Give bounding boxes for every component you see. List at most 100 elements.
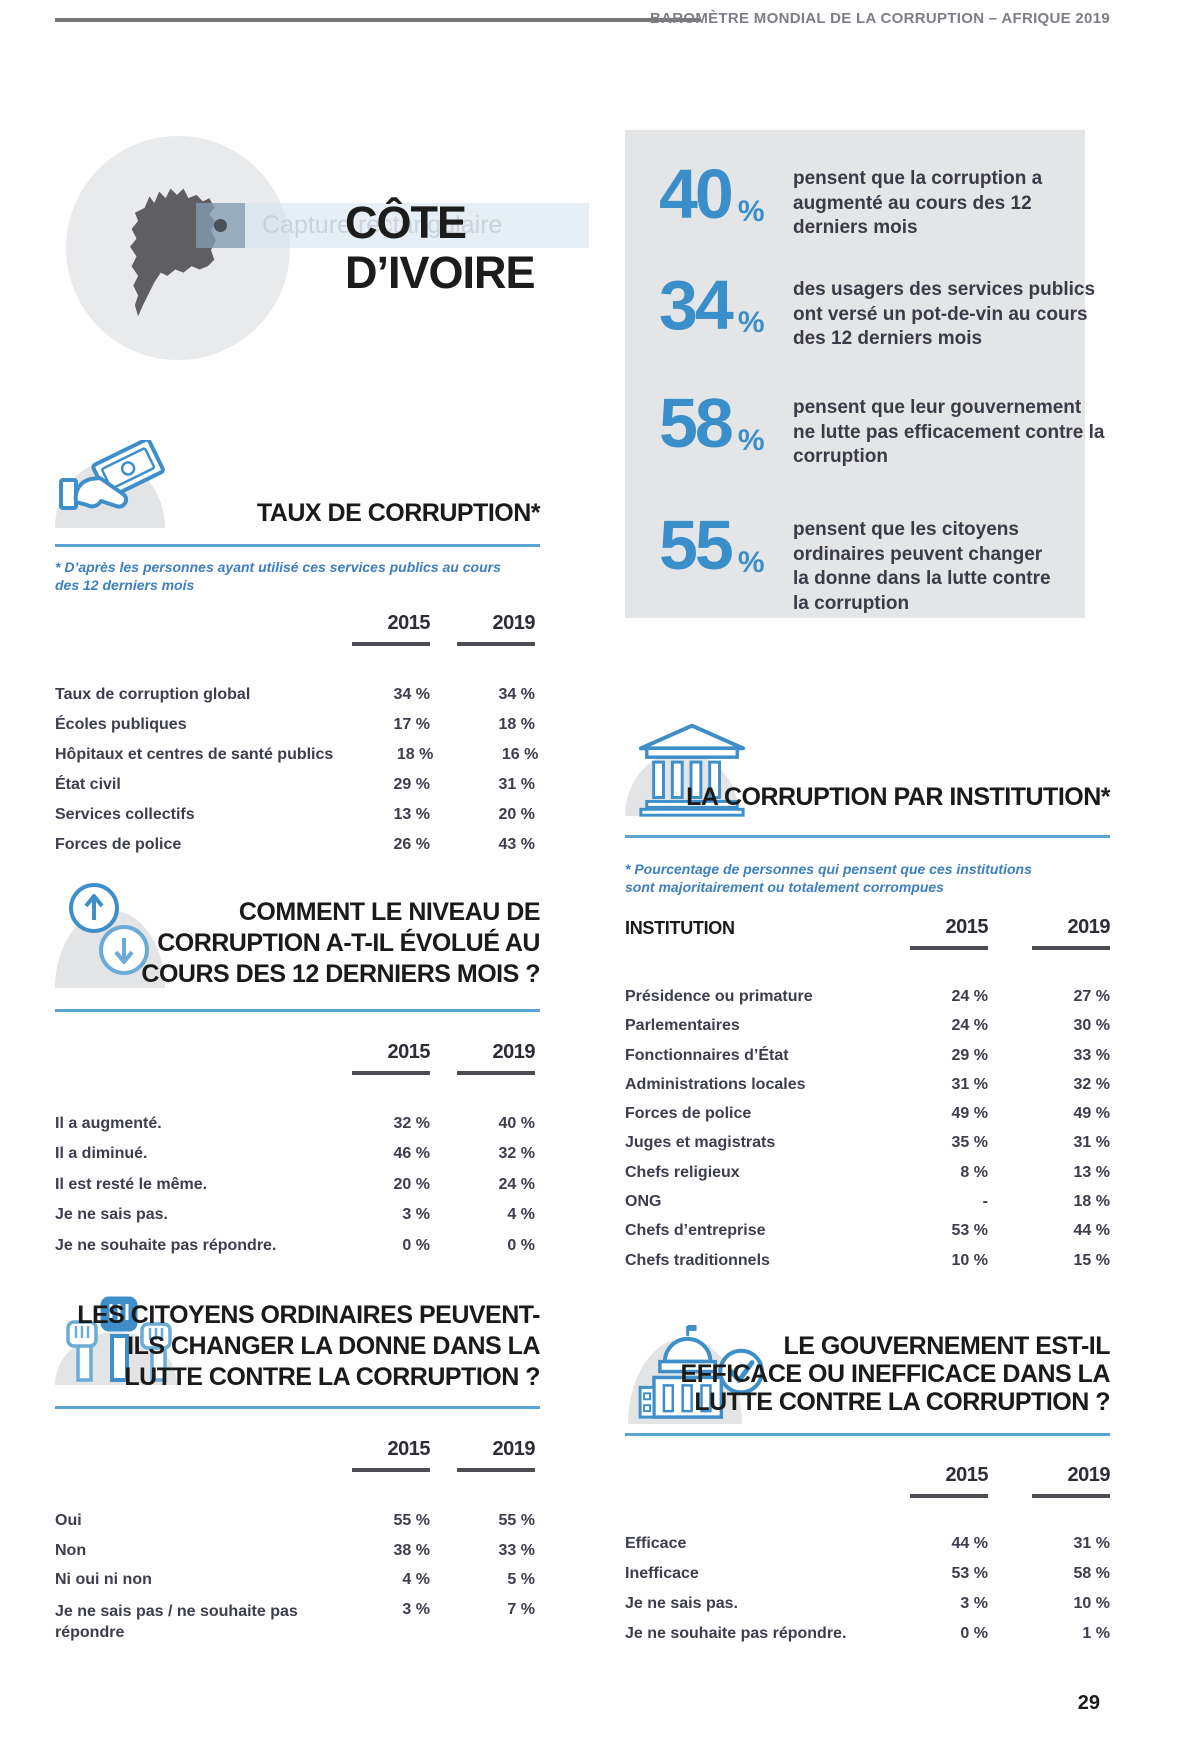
row-label: Forces de police <box>625 1105 752 1123</box>
value-2015: 38 % <box>393 1541 430 1559</box>
title-line: LE GOUVERNEMENT EST-IL <box>783 1332 1110 1360</box>
section-rule <box>55 544 540 547</box>
value-2015: 55 % <box>393 1512 430 1529</box>
section-rule <box>625 835 1110 838</box>
value-2019: 32 % <box>1073 1075 1110 1093</box>
row-label: Oui <box>55 1512 82 1529</box>
table-row: Chefs religieux 8 % 13 % <box>625 1164 1110 1193</box>
title-line: ILS CHANGER LA DONNE DANS LA <box>127 1332 540 1360</box>
stat-value: 34 <box>659 266 734 344</box>
capture-dot-icon <box>214 219 227 232</box>
table-row: Chefs traditionnels 10 % 15 % <box>625 1252 1110 1281</box>
value-2019: 31 % <box>1073 1535 1110 1552</box>
col-header-2015: 2015 <box>910 1464 989 1498</box>
value-2015: 26 % <box>393 836 430 853</box>
table-row: État civil 29 % 31 % <box>55 776 535 806</box>
value-2019: 4 % <box>507 1206 535 1224</box>
col-header-2015: 2015 <box>352 1041 431 1075</box>
col-header-2015: 2015 <box>352 1438 431 1472</box>
table-row: Hôpitaux et centres de santé publics 18 %… <box>55 746 539 776</box>
stat-unit: % <box>737 546 765 579</box>
row-label: Je ne sais pas. <box>625 1595 738 1612</box>
table-row: Oui 55 % 55 % <box>55 1512 535 1542</box>
row-label: Non <box>55 1541 87 1559</box>
table-row: Inefficace 53 % 58 % <box>625 1565 1110 1595</box>
col-header-institution: INSTITUTION <box>625 918 735 938</box>
stat-value: 58 <box>659 384 734 462</box>
section-title-evolution: COMMENT LE NIVEAU DE CORRUPTION A-T-IL É… <box>141 897 540 990</box>
country-name-line1: CÔTE <box>345 197 467 248</box>
citizens-table: 2015 2019 Oui 55 % 55 % Non 38 % 33 % Ni oui… <box>55 1438 536 1643</box>
col-header-2019: 2019 <box>457 612 536 646</box>
row-label: Inefficace <box>625 1565 699 1582</box>
cote-divoire-map-icon <box>130 188 216 317</box>
value-2019: 32 % <box>498 1145 535 1163</box>
title-line: LES CITOYENS ORDINAIRES PEUVENT- <box>77 1301 540 1329</box>
money-hand-icon <box>59 440 165 510</box>
row-label: Ni oui ni non <box>55 1571 152 1589</box>
value-2019: 27 % <box>1073 988 1110 1005</box>
title-line: COMMENT LE NIVEAU DE <box>238 898 541 926</box>
table-row: Ni oui ni non 4 % 5 % <box>55 1571 535 1601</box>
table-row: Juges et magistrats 35 % 31 % <box>625 1134 1110 1163</box>
table-row: Administrations locales 31 % 32 % <box>625 1076 1110 1105</box>
value-2019: 33 % <box>498 1541 535 1559</box>
section-rule <box>625 1433 1110 1436</box>
table-row: Il a diminué. 46 % 32 % <box>55 1145 535 1175</box>
table-row: Efficace 44 % 31 % <box>625 1535 1110 1565</box>
stat-unit: % <box>737 424 765 457</box>
stat-text: pensent que les citoyens ordinaires peuv… <box>793 519 1051 614</box>
value-2015: - <box>982 1193 988 1211</box>
value-2019: 30 % <box>1073 1017 1110 1035</box>
stat-unit: % <box>737 306 765 339</box>
table-row: Forces de police 26 % 43 % <box>55 836 535 866</box>
value-2019: 20 % <box>498 806 535 823</box>
table-row: Forces de police 49 % 49 % <box>625 1105 1110 1134</box>
value-2019: 1 % <box>1082 1625 1110 1642</box>
section-title-citizens: LES CITOYENS ORDINAIRES PEUVENT- ILS CHA… <box>77 1300 540 1393</box>
value-2019: 16 % <box>501 746 539 763</box>
value-2019: 33 % <box>1073 1046 1110 1064</box>
stat-text: des usagers des services publics ont ver… <box>793 279 1096 349</box>
section-rule <box>55 1009 540 1012</box>
value-2019: 44 % <box>1073 1222 1110 1240</box>
value-2015: 8 % <box>960 1163 988 1181</box>
table-row: Non 38 % 33 % <box>55 1542 535 1572</box>
title-line: CORRUPTION A-T-IL ÉVOLUÉ AU <box>157 929 540 957</box>
value-2019: 34 % <box>498 686 535 703</box>
row-label: ONG <box>625 1193 662 1211</box>
table-row: Fonctionnaires d’État 29 % 33 % <box>625 1047 1110 1076</box>
stat-number: 40% <box>659 159 765 229</box>
table-header-row: INSTITUTION 2015 2019 <box>625 916 1111 950</box>
row-label: Présidence ou primature <box>625 988 813 1005</box>
section-title-government: LE GOUVERNEMENT EST-IL EFFICACE OU INEFF… <box>681 1332 1111 1416</box>
table-row: Il a augmenté. 32 % 40 % <box>55 1115 535 1145</box>
col-header-2019: 2019 <box>1032 916 1111 950</box>
value-2015: 32 % <box>393 1115 430 1132</box>
row-label: Forces de police <box>55 836 182 853</box>
value-2015: 44 % <box>951 1535 988 1552</box>
value-2015: 29 % <box>951 1046 988 1064</box>
value-2015: 3 % <box>402 1206 430 1224</box>
table-header-row: 2015 2019 <box>55 612 536 646</box>
row-label: Je ne souhaite pas répondre. <box>625 1625 847 1642</box>
value-2019: 0 % <box>507 1236 535 1254</box>
value-2019: 49 % <box>1073 1105 1110 1123</box>
value-2015: 10 % <box>951 1251 988 1269</box>
row-label: Chefs religieux <box>625 1163 740 1181</box>
stat-number: 34% <box>659 266 765 344</box>
row-label: Je ne sais pas. <box>55 1206 168 1224</box>
value-2019: 31 % <box>1073 1134 1110 1152</box>
value-2015: 0 % <box>402 1236 430 1254</box>
col-header-2019: 2019 <box>457 1438 536 1472</box>
value-2015: 29 % <box>393 776 430 793</box>
table-row: Taux de corruption global 34 % 34 % <box>55 686 535 716</box>
table-header-row: 2015 2019 <box>55 1438 536 1472</box>
capture-tool-button[interactable] <box>196 203 245 248</box>
table-row: Écoles publiques 17 % 18 % <box>55 716 535 746</box>
table-row: Je ne sais pas. 3 % 10 % <box>625 1595 1110 1625</box>
section-title-institutions: LA CORRUPTION PAR INSTITUTION* <box>686 783 1110 811</box>
header-rule <box>55 18 700 22</box>
col-header-2015: 2015 <box>352 612 431 646</box>
